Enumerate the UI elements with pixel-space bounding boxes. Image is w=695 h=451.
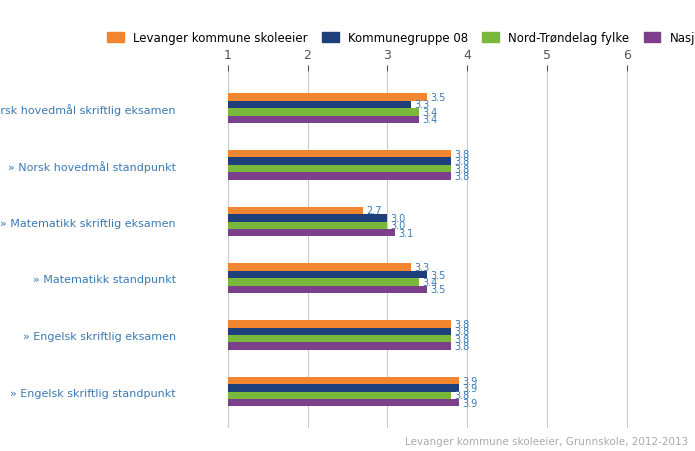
Text: 3.8: 3.8 — [455, 164, 470, 174]
Bar — [227, 264, 411, 271]
Bar — [227, 230, 395, 237]
Bar — [227, 158, 451, 166]
Bar — [227, 101, 411, 109]
Text: 3.8: 3.8 — [455, 391, 470, 400]
Bar — [227, 271, 427, 279]
Bar — [227, 320, 451, 328]
Text: 3.0: 3.0 — [391, 213, 406, 223]
Bar — [227, 94, 427, 101]
Text: 3.5: 3.5 — [431, 93, 446, 103]
Bar — [227, 286, 427, 293]
Text: 3.8: 3.8 — [455, 171, 470, 181]
Bar — [227, 399, 459, 406]
Text: 3.9: 3.9 — [463, 398, 478, 408]
Bar — [227, 173, 451, 180]
Bar — [227, 377, 459, 384]
Bar — [227, 116, 419, 124]
Text: 3.4: 3.4 — [423, 108, 438, 118]
Text: 3.8: 3.8 — [455, 157, 470, 167]
Text: 3.5: 3.5 — [431, 270, 446, 280]
Text: 3.9: 3.9 — [463, 376, 478, 386]
Bar — [227, 279, 419, 286]
Text: 3.8: 3.8 — [455, 319, 470, 329]
Bar — [227, 109, 419, 116]
Text: 3.0: 3.0 — [391, 221, 406, 231]
Text: 3.4: 3.4 — [423, 115, 438, 125]
Bar — [227, 384, 459, 391]
Text: 3.8: 3.8 — [455, 149, 470, 160]
Bar — [227, 335, 451, 342]
Text: 3.3: 3.3 — [415, 100, 430, 110]
Legend: Levanger kommune skoleeier, Kommunegruppe 08, Nord-Trøndelag fylke, Nasjonalt: Levanger kommune skoleeier, Kommunegrupp… — [107, 32, 695, 45]
Text: 3.8: 3.8 — [455, 341, 470, 351]
Bar — [227, 391, 451, 399]
Bar — [227, 151, 451, 158]
Text: 3.3: 3.3 — [415, 262, 430, 272]
Text: Levanger kommune skoleeier, Grunnskole, 2012-2013: Levanger kommune skoleeier, Grunnskole, … — [404, 437, 688, 446]
Text: 3.1: 3.1 — [399, 228, 414, 238]
Text: 3.5: 3.5 — [431, 285, 446, 295]
Bar — [227, 166, 451, 173]
Text: 3.4: 3.4 — [423, 277, 438, 287]
Text: 2.7: 2.7 — [367, 206, 382, 216]
Bar — [227, 328, 451, 335]
Bar — [227, 207, 363, 215]
Bar — [227, 222, 388, 230]
Bar — [227, 342, 451, 350]
Text: 3.8: 3.8 — [455, 334, 470, 344]
Text: 3.9: 3.9 — [463, 383, 478, 393]
Bar — [227, 215, 388, 222]
Text: 3.8: 3.8 — [455, 327, 470, 336]
